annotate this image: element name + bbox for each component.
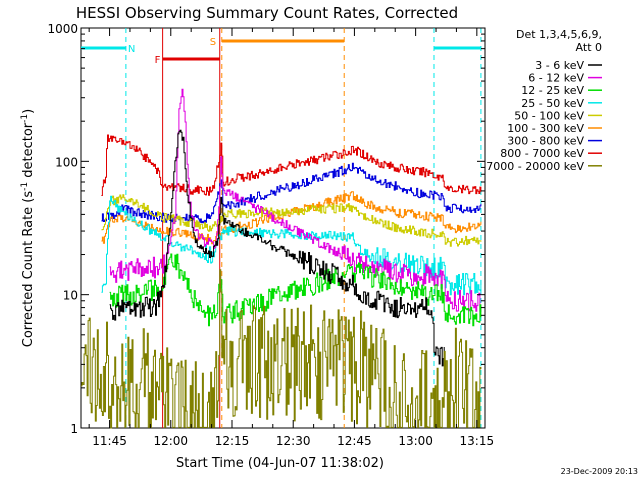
plot-frame: [80, 27, 486, 429]
chart-title: HESSI Observing Summary Count Rates, Cor…: [76, 4, 458, 22]
y-axis-label: Corrected Count Rate (s-1 detector-1): [20, 109, 36, 347]
y-tick-label-0: 1: [70, 422, 78, 436]
x-tick-label-1: 12:00: [153, 434, 188, 448]
legend-label-2: 12 - 25 keV: [521, 84, 584, 97]
y-axis-label-part1: Corrected Count Rate (s: [21, 191, 36, 348]
series-line-6: [109, 253, 482, 327]
y-axis-label-sup1: -1: [20, 182, 30, 191]
legend-header-2: Att 0: [576, 41, 602, 54]
y-ticks: 1 10 100 1000: [47, 22, 485, 436]
series-line-7: [109, 129, 445, 367]
y-tick-label-2: 100: [55, 155, 78, 169]
y-tick-label-1: 10: [63, 289, 78, 303]
legend-label-5: 100 - 300 keV: [507, 122, 584, 135]
legend-label-7: 800 - 7000 keV: [500, 147, 584, 160]
footer-timestamp: 23-Dec-2009 20:13: [561, 467, 638, 476]
legend-label-4: 50 - 100 keV: [514, 109, 584, 122]
legend-label-6: 300 - 800 keV: [507, 135, 584, 148]
y-axis-label-part3: ): [21, 109, 36, 114]
y-axis-label-sup2: -1: [20, 114, 30, 123]
series-line-4: [101, 195, 482, 296]
legend-label-1: 6 - 12 keV: [528, 72, 584, 85]
flag-label-0: N: [128, 44, 135, 55]
series-layer: [81, 88, 482, 429]
y-tick-label-3: 1000: [47, 22, 78, 36]
flag-label-2: S: [210, 37, 216, 48]
x-ticks: 11:45 12:00 12:15 12:30 12:45 13:00 13:15: [88, 28, 495, 448]
x-tick-label-4: 12:45: [337, 434, 372, 448]
x-tick-label-2: 12:15: [215, 434, 250, 448]
x-tick-label-6: 13:15: [460, 434, 495, 448]
legend-header-1: Det 1,3,4,5,6,9,: [516, 28, 602, 41]
x-tick-label-0: 11:45: [92, 434, 127, 448]
series-line-5: [109, 88, 482, 312]
flag-label-1: F: [155, 55, 161, 66]
series-line-2: [101, 191, 482, 245]
series-line-8: [81, 269, 482, 429]
x-tick-label-3: 12:30: [276, 434, 311, 448]
legend-label-3: 25 - 50 keV: [521, 97, 584, 110]
y-axis-label-part2: detector: [21, 122, 36, 182]
legend-label-8: 7000 - 20000 keV: [486, 160, 584, 173]
legend-label-0: 3 - 6 keV: [535, 59, 584, 72]
x-tick-label-5: 13:00: [398, 434, 433, 448]
x-axis-label: Start Time (04-Jun-07 11:38:02): [176, 456, 384, 471]
series-line-0: [101, 134, 482, 196]
series-line-3: [101, 194, 482, 247]
